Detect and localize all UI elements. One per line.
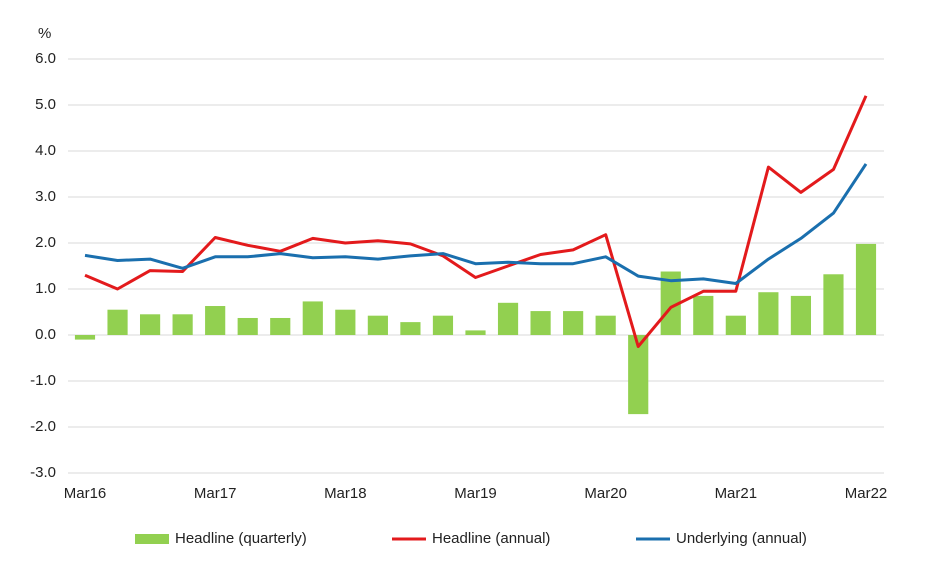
bar <box>367 315 388 335</box>
bar <box>139 314 161 335</box>
y-tick-label: -2.0 <box>30 418 56 435</box>
line <box>84 163 868 285</box>
bar <box>432 315 454 335</box>
y-tick-label: 5.0 <box>35 96 56 113</box>
x-tick-label: Mar20 <box>584 485 627 502</box>
bar <box>400 322 421 335</box>
legend-swatch <box>135 534 169 544</box>
bar <box>855 243 877 335</box>
bar <box>530 311 551 335</box>
bar <box>237 317 258 335</box>
bar <box>205 306 226 335</box>
bar <box>497 302 519 335</box>
bar <box>660 271 681 335</box>
bar <box>823 274 844 335</box>
y-tick-label: 0.0 <box>35 326 56 343</box>
y-tick-label: 2.0 <box>35 234 56 251</box>
legend-label: Headline (annual) <box>432 530 550 547</box>
bar <box>595 315 616 335</box>
bar <box>270 317 291 335</box>
y-tick-label: 3.0 <box>35 188 56 205</box>
x-tick-label: Mar17 <box>194 485 237 502</box>
bar <box>758 292 779 335</box>
y-tick-label: -1.0 <box>30 372 56 389</box>
y-tick-label: -3.0 <box>30 464 56 481</box>
bar <box>628 335 649 415</box>
bar <box>172 314 193 335</box>
x-tick-label: Mar21 <box>715 485 758 502</box>
bar <box>107 309 128 335</box>
legend-label: Underlying (annual) <box>676 530 807 547</box>
x-tick-label: Mar18 <box>324 485 367 502</box>
x-tick-label: Mar22 <box>845 485 888 502</box>
bar <box>302 301 323 335</box>
x-tick-label: Mar16 <box>64 485 107 502</box>
bar <box>725 315 746 335</box>
bar <box>790 295 812 335</box>
bar <box>74 335 96 340</box>
y-tick-label: 4.0 <box>35 142 56 159</box>
bar <box>563 311 584 335</box>
y-tick-label: 6.0 <box>35 50 56 67</box>
y-tick-label: 1.0 <box>35 280 56 297</box>
x-tick-label: Mar19 <box>454 485 497 502</box>
legend-label: Headline (quarterly) <box>175 530 307 547</box>
bar <box>465 330 486 335</box>
y-axis-label: % <box>38 25 51 42</box>
bar <box>335 309 356 335</box>
line <box>84 95 868 348</box>
bar <box>693 295 714 335</box>
